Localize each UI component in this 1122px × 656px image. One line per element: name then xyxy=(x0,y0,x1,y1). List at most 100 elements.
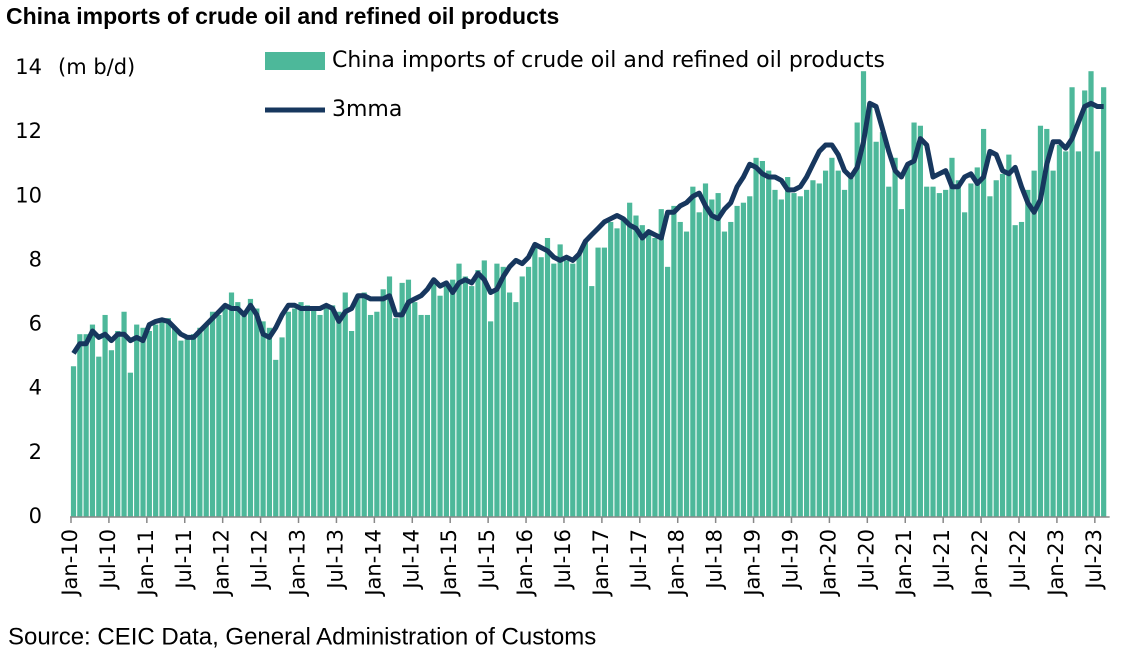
bar xyxy=(361,292,367,517)
bar xyxy=(709,199,715,517)
bar xyxy=(848,177,854,518)
x-tick-label: Jul-10 xyxy=(96,529,120,591)
bar xyxy=(1094,151,1100,517)
chart-title: China imports of crude oil and refined o… xyxy=(6,3,559,29)
bar xyxy=(639,225,645,517)
bar xyxy=(1056,144,1063,517)
bar xyxy=(702,183,709,517)
y-tick-label: 4 xyxy=(29,376,42,400)
bar xyxy=(570,263,576,517)
bar xyxy=(905,164,911,517)
bar xyxy=(336,311,342,517)
bar xyxy=(469,286,475,517)
x-tick-label: Jan-15 xyxy=(437,529,461,598)
y-tick-label: 12 xyxy=(15,119,42,143)
bar xyxy=(266,327,273,517)
bar xyxy=(190,334,197,517)
bar xyxy=(431,282,437,517)
bar xyxy=(159,321,165,517)
y-tick-label: 6 xyxy=(29,312,42,336)
bar xyxy=(993,180,999,517)
bar xyxy=(538,257,544,517)
bar xyxy=(683,231,690,518)
bar xyxy=(1031,170,1037,517)
bar xyxy=(1101,87,1107,517)
bar xyxy=(475,270,481,517)
bar xyxy=(633,215,639,517)
bar xyxy=(323,305,329,517)
bar xyxy=(879,132,886,517)
x-tick-label: Jul-20 xyxy=(854,529,878,591)
bar xyxy=(816,183,822,517)
bar xyxy=(772,189,778,517)
y-axis-label: (m b/d) xyxy=(58,55,135,79)
bar xyxy=(785,177,791,518)
bar xyxy=(1025,189,1031,517)
bar xyxy=(898,209,905,517)
bar xyxy=(235,302,241,517)
x-tick-label: Jan-16 xyxy=(513,529,537,598)
bar xyxy=(127,372,133,517)
x-tick-label: Jul-23 xyxy=(1082,529,1106,591)
bar xyxy=(658,209,664,517)
bar xyxy=(494,263,500,517)
bar xyxy=(1044,128,1050,517)
bar xyxy=(987,196,993,518)
bar xyxy=(595,247,601,517)
bar xyxy=(810,180,816,517)
bar xyxy=(747,196,753,518)
x-tick-label: Jan-22 xyxy=(968,529,992,598)
bar xyxy=(488,321,494,517)
bar xyxy=(1088,71,1094,517)
bar xyxy=(955,180,961,517)
bar xyxy=(197,327,203,517)
bar xyxy=(216,314,222,517)
x-tick-label: Jul-19 xyxy=(778,529,802,591)
x-tick-label: Jul-22 xyxy=(1006,529,1030,591)
bar xyxy=(317,314,323,517)
bar xyxy=(1063,151,1069,517)
bar xyxy=(96,356,102,517)
bar xyxy=(1082,90,1088,517)
bar xyxy=(532,244,538,517)
bar xyxy=(437,295,443,517)
bar xyxy=(1069,87,1075,517)
x-tick-label: Jul-15 xyxy=(475,529,499,591)
bar xyxy=(342,292,348,517)
bar xyxy=(690,186,696,517)
bar xyxy=(582,241,589,517)
bar xyxy=(165,318,171,517)
bar xyxy=(348,330,355,517)
bar xyxy=(949,157,955,518)
x-tick-label: Jan-20 xyxy=(816,529,840,598)
bar xyxy=(917,125,923,517)
bar xyxy=(854,122,860,518)
bar xyxy=(285,311,291,517)
bar xyxy=(450,279,456,517)
bar xyxy=(601,247,607,517)
bar xyxy=(671,205,677,517)
bar xyxy=(1012,225,1018,517)
bar xyxy=(962,212,968,518)
bar xyxy=(759,161,765,517)
x-tick-label: Jan-12 xyxy=(210,529,234,598)
bar xyxy=(260,321,266,517)
bar xyxy=(89,324,96,517)
x-tick-label: Jan-14 xyxy=(361,529,385,598)
bar xyxy=(924,186,930,517)
x-tick-label: Jan-13 xyxy=(286,529,310,598)
bar xyxy=(374,311,380,517)
bar xyxy=(620,218,626,517)
source: Source: CEIC Data, General Administratio… xyxy=(8,623,596,650)
x-tick-label: Jan-11 xyxy=(134,529,158,598)
bar xyxy=(936,193,942,518)
bar xyxy=(279,337,285,517)
bar xyxy=(254,308,260,517)
bar xyxy=(544,237,551,517)
bar xyxy=(77,334,83,517)
bar xyxy=(481,260,487,517)
bar xyxy=(911,122,917,518)
bar xyxy=(292,308,298,517)
bar xyxy=(696,212,702,518)
bar xyxy=(646,234,652,517)
